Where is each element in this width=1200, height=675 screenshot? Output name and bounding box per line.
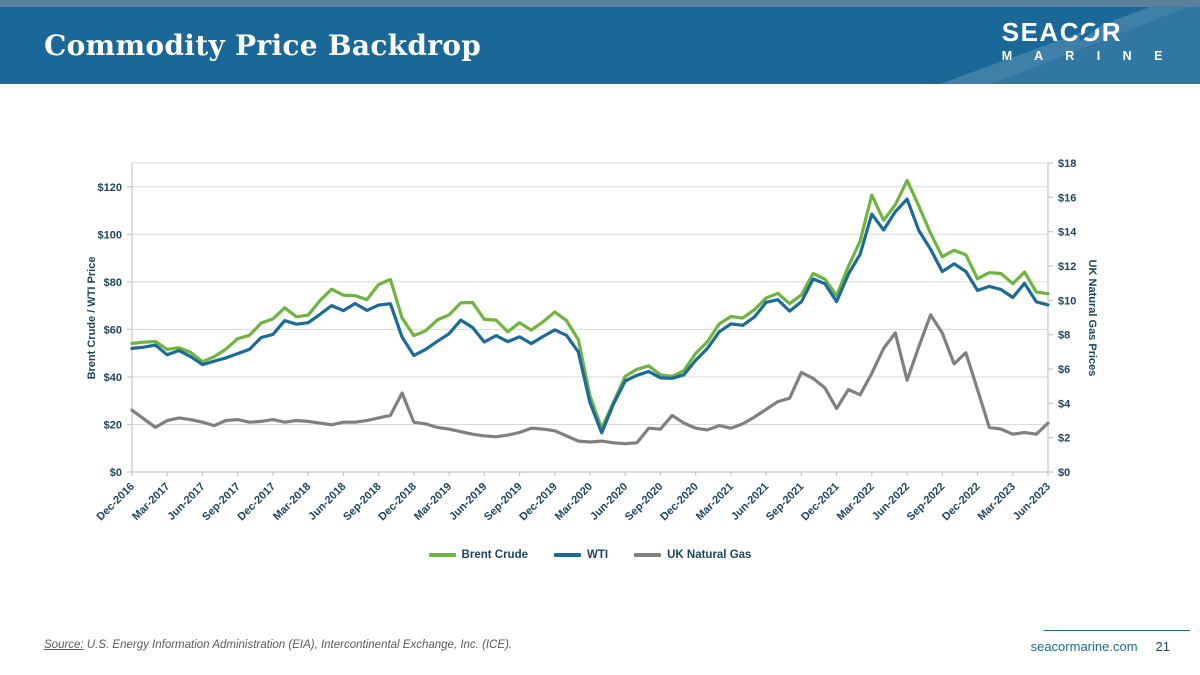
series-line-uk-natural-gas (130, 313, 1050, 446)
svg-text:Dec-2021: Dec-2021 (799, 481, 842, 524)
svg-text:Dec-2016: Dec-2016 (94, 481, 137, 524)
svg-text:Mar-2020: Mar-2020 (553, 481, 595, 523)
svg-text:Mar-2021: Mar-2021 (694, 481, 736, 523)
source-text: U.S. Energy Information Administration (… (83, 639, 513, 651)
svg-text:Mar-2018: Mar-2018 (271, 481, 313, 523)
svg-text:$120: $120 (98, 182, 122, 194)
footer-right: seacormarine.com 21 (1031, 630, 1190, 654)
svg-text:Dec-2020: Dec-2020 (658, 481, 701, 524)
legend-item: Brent Crude (428, 549, 528, 561)
svg-text:Dec-2018: Dec-2018 (376, 481, 419, 524)
source-label: Source: (44, 639, 84, 651)
legend-label: UK Natural Gas (667, 549, 752, 561)
svg-text:$40: $40 (104, 372, 122, 384)
svg-text:Dec-2017: Dec-2017 (235, 481, 278, 524)
page-title: Commodity Price Backdrop (44, 29, 482, 62)
svg-text:$8: $8 (1058, 330, 1070, 342)
legend-label: Brent Crude (461, 549, 528, 561)
svg-text:Mar-2022: Mar-2022 (835, 481, 877, 523)
logo-text-post: R (1101, 17, 1123, 47)
svg-text:$4: $4 (1058, 398, 1071, 410)
legend-swatch-icon (428, 553, 456, 557)
svg-text:$20: $20 (104, 419, 122, 431)
svg-text:$14: $14 (1058, 227, 1077, 239)
website-link[interactable]: seacormarine.com (1030, 639, 1138, 654)
series-line-brent-crude (130, 178, 1050, 430)
chart-legend: Brent Crude WTI UK Natural Gas (75, 549, 1105, 561)
legend-swatch-icon (554, 553, 581, 557)
svg-text:$18: $18 (1058, 158, 1076, 170)
svg-text:Mar-2023: Mar-2023 (976, 481, 1018, 523)
legend-item: WTI (554, 549, 608, 561)
svg-text:$2: $2 (1058, 433, 1070, 445)
logo-slashed-o-icon: O (1080, 17, 1102, 47)
svg-text:Brent Crude / WTI Price: Brent Crude / WTI Price (86, 257, 98, 380)
svg-text:$100: $100 (98, 229, 122, 241)
seacor-marine-logo: SEAC O R M A R I N E (1002, 19, 1172, 63)
header-banner: Commodity Price Backdrop SEAC O R M A R I … (0, 7, 1200, 84)
logo-wordmark: SEAC O R (1002, 19, 1172, 45)
legend-swatch-icon (634, 553, 662, 557)
svg-text:$0: $0 (110, 467, 122, 479)
svg-text:$60: $60 (104, 324, 122, 336)
svg-text:$80: $80 (104, 277, 122, 289)
source-note: Source: U.S. Energy Information Administ… (44, 639, 512, 651)
banner-top-strip (0, 0, 1200, 7)
svg-text:Mar-2017: Mar-2017 (130, 481, 172, 523)
svg-text:$12: $12 (1058, 261, 1076, 273)
svg-text:$0: $0 (1058, 467, 1070, 479)
svg-text:Jun-2023: Jun-2023 (1011, 481, 1053, 523)
legend-label: WTI (587, 549, 609, 561)
page-number: 21 (1155, 639, 1170, 654)
svg-text:Mar-2019: Mar-2019 (412, 481, 454, 523)
svg-text:$6: $6 (1058, 364, 1070, 376)
svg-text:Dec-2019: Dec-2019 (517, 481, 560, 524)
commodity-price-chart: $0 $20 $40 $60 $80 $100 $120 $0 $2 $4 $6 $8 $10 $12 $1… (75, 140, 1105, 550)
logo-text-pre: SEAC (1001, 17, 1080, 47)
legend-item: UK Natural Gas (634, 549, 751, 561)
svg-text:$10: $10 (1058, 295, 1076, 307)
series-line-wti (130, 197, 1050, 435)
logo-subtext: M A R I N E (1001, 49, 1172, 63)
svg-text:UK Natural Gas Prices: UK Natural Gas Prices (1086, 260, 1098, 377)
chart-canvas: $0 $20 $40 $60 $80 $100 $120 $0 $2 $4 $6 $8 $10 $12 $1… (86, 158, 1098, 524)
svg-text:Dec-2022: Dec-2022 (940, 481, 983, 524)
svg-text:$16: $16 (1058, 192, 1076, 204)
